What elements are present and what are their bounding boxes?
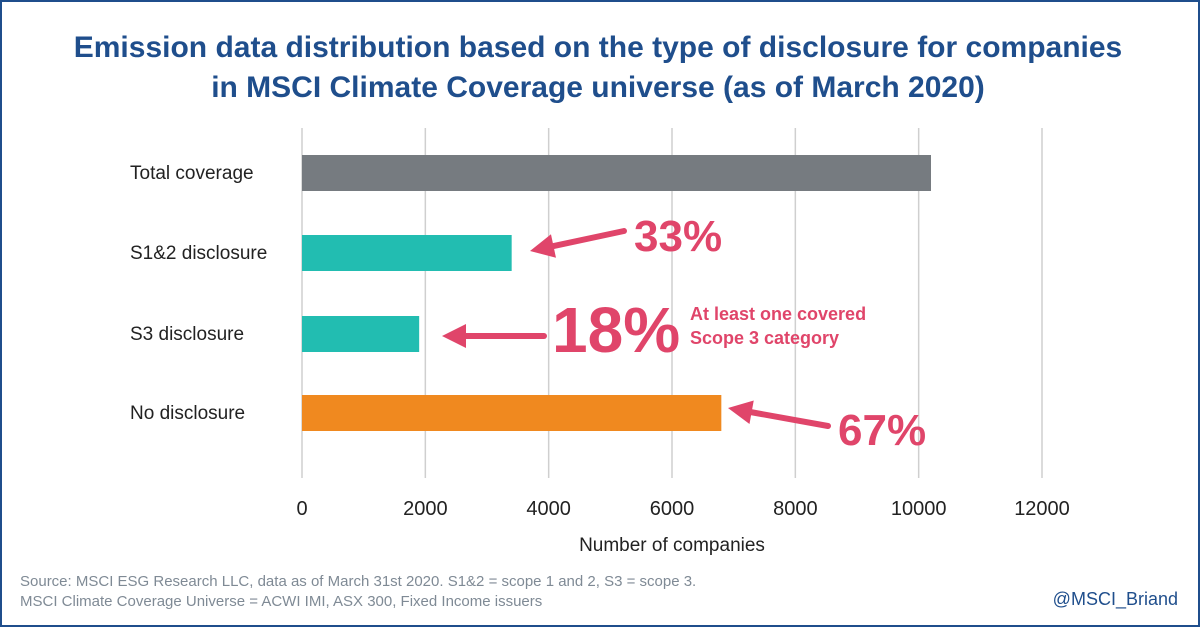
category-label: S3 disclosure [130,324,244,345]
category-labels: Total coverage S1&2 disclosure S3 disclosu… [130,163,267,424]
annotation-percent: 18% [552,294,680,366]
x-tick-label: 0 [296,498,307,520]
annotation-arrow-shaft [550,228,627,250]
bar [302,395,722,431]
x-tick-label: 8000 [773,498,818,520]
source-line-1: Source: MSCI ESG Research LLC, data as o… [20,573,697,590]
annotation-note: At least one covered [690,304,866,324]
title-line-2: in MSCI Climate Coverage universe (as of… [211,71,985,104]
annotation-arrow-head [442,324,466,348]
x-tick-label: 2000 [403,498,448,520]
bar [302,155,931,191]
annotation-arrow-head [530,234,556,258]
source-line-2: MSCI Climate Coverage Universe = ACWI IM… [20,593,543,610]
annotation-percent: 33% [634,212,722,261]
bar [302,235,512,271]
annotation-arrow-shaft [748,409,831,429]
x-tick-labels: 0 2000 4000 6000 8000 10000 12000 [296,498,1069,520]
category-label: S1&2 disclosure [130,243,267,264]
annotations: 33% 18% At least one covered Scope 3 catego… [442,212,926,455]
x-tick-label: 6000 [650,498,695,520]
bar [302,316,420,352]
x-axis-label: Number of companies [579,535,765,556]
x-tick-label: 12000 [1014,498,1070,520]
x-tick-label: 4000 [526,498,571,520]
annotation-note: Scope 3 category [690,328,839,348]
category-label: No disclosure [130,403,245,424]
twitter-handle: @MSCI_Briand [1052,589,1178,609]
annotation-percent: 67% [838,406,926,455]
annotation-arrow-head [728,400,754,425]
category-label: Total coverage [130,163,254,184]
x-tick-label: 10000 [891,498,947,520]
chart-title: Emission data distribution based on the … [0,28,1196,108]
source-note: Source: MSCI ESG Research LLC, data as o… [20,572,696,612]
bars [302,155,931,431]
title-line-1: Emission data distribution based on the … [73,31,1123,64]
